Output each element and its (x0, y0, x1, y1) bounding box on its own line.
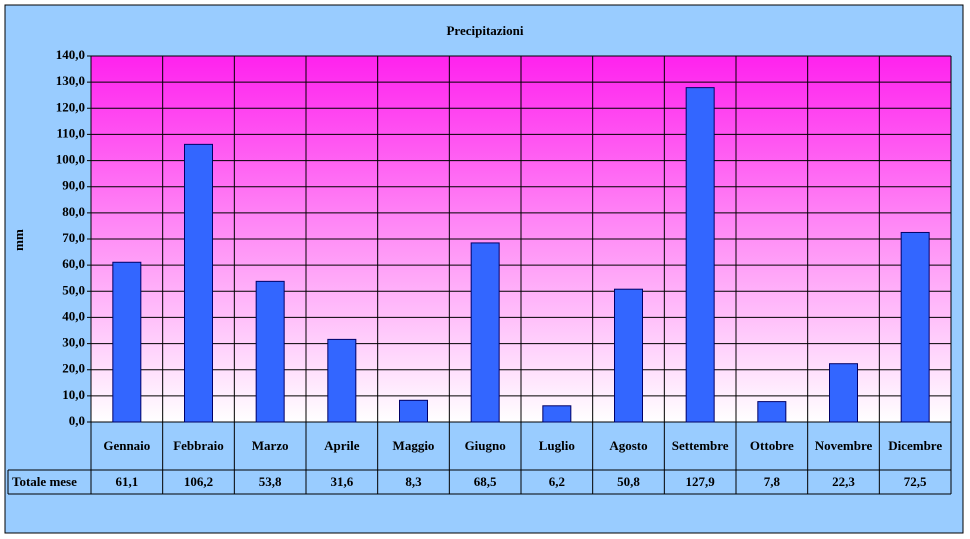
x-tick-label: Gennaio (103, 438, 150, 453)
data-table-value: 6,2 (549, 474, 565, 489)
data-table-value: 31,6 (330, 474, 353, 489)
x-tick-label: Dicembre (888, 438, 942, 453)
y-tick-label: 100,0 (56, 152, 85, 167)
bar (685, 87, 715, 423)
y-tick-label: 10,0 (62, 387, 85, 402)
data-table-value: 50,8 (617, 474, 640, 489)
bar (829, 363, 858, 423)
bar (757, 401, 787, 423)
x-tick-label: Agosto (609, 438, 647, 453)
bar (470, 242, 500, 423)
y-tick-label: 80,0 (62, 204, 85, 219)
data-table-value: 7,8 (764, 474, 781, 489)
x-tick-label: Aprile (324, 438, 360, 453)
data-table-value: 8,3 (405, 474, 422, 489)
y-tick-label: 130,0 (56, 73, 85, 88)
bar (900, 231, 930, 423)
x-tick-label: Maggio (393, 438, 435, 453)
y-tick-label: 20,0 (62, 361, 85, 376)
y-tick-label: 70,0 (62, 230, 85, 245)
x-tick-label: Settembre (672, 438, 729, 453)
bar (399, 399, 428, 423)
y-tick-label: 50,0 (62, 282, 85, 297)
bar (542, 405, 572, 423)
x-tick-label: Novembre (815, 438, 873, 453)
y-axis-title: mm (11, 229, 26, 251)
data-table-value: 53,8 (259, 474, 282, 489)
x-tick-label: Marzo (252, 438, 289, 453)
legend-label: Totale mese (12, 474, 77, 489)
y-tick-label: 60,0 (62, 256, 85, 271)
x-tick-label: Ottobre (750, 438, 794, 453)
data-table-value: 61,1 (115, 474, 138, 489)
data-table-value: 68,5 (474, 474, 497, 489)
y-tick-label: 120,0 (56, 99, 85, 114)
y-tick-label: 0,0 (69, 413, 85, 428)
y-tick-label: 30,0 (62, 335, 85, 350)
y-tick-label: 90,0 (62, 178, 85, 193)
x-tick-label: Giugno (465, 438, 506, 453)
y-tick-label: 140,0 (56, 47, 85, 62)
y-tick-label: 110,0 (56, 125, 85, 140)
x-tick-label: Luglio (539, 438, 575, 453)
y-tick-label: 40,0 (62, 308, 85, 323)
bar (184, 143, 213, 423)
bar (112, 261, 142, 423)
bar (255, 280, 285, 423)
data-table-value: 106,2 (184, 474, 213, 489)
x-tick-label: Febbraio (173, 438, 224, 453)
data-table-value: 22,3 (832, 474, 855, 489)
data-table-value: 72,5 (904, 474, 927, 489)
data-table-value: 127,9 (686, 474, 716, 489)
bar (327, 338, 357, 423)
chart-title: Precipitazioni (446, 23, 523, 38)
bar (614, 288, 643, 423)
